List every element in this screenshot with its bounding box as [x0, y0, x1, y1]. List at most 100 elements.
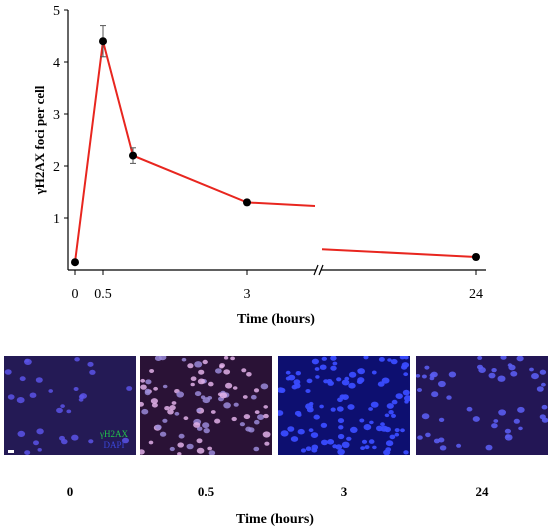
- series-line-left: [74, 40, 316, 263]
- cell-nucleus: [497, 375, 506, 382]
- cell-nucleus: [399, 356, 406, 360]
- cell-nucleus: [278, 410, 284, 416]
- cell-nucleus: [517, 406, 525, 413]
- micrograph-image-0: [4, 356, 136, 455]
- cell-nucleus: [491, 368, 497, 373]
- cell-nucleus: [164, 406, 170, 411]
- cell-nucleus: [232, 386, 238, 390]
- micrograph-image-3: [416, 356, 548, 455]
- cell-nucleus: [293, 379, 301, 385]
- cell-nucleus: [169, 446, 175, 452]
- cell-nucleus: [417, 435, 423, 440]
- cell-nucleus: [169, 405, 176, 411]
- cell-nucleus: [389, 434, 396, 440]
- cell-nucleus: [176, 391, 184, 398]
- cell-nucleus: [183, 416, 189, 421]
- cell-nucleus: [243, 414, 251, 420]
- cell-nucleus: [421, 413, 430, 420]
- cell-nucleus: [87, 361, 94, 367]
- cell-nucleus: [386, 403, 394, 409]
- cell-nucleus: [290, 436, 299, 442]
- cell-nucleus: [337, 418, 345, 424]
- y-axis-label: γH2AX foci per cell: [32, 85, 47, 195]
- cell-nucleus: [202, 397, 211, 404]
- cell-nucleus: [357, 369, 362, 373]
- cell-nucleus: [140, 384, 147, 390]
- cell-nucleus: [336, 406, 344, 412]
- cell-nucleus: [219, 392, 228, 399]
- stain-legend: γH2AX DAPI: [100, 429, 128, 451]
- cell-nucleus: [253, 388, 260, 393]
- data-point-2: [129, 151, 137, 160]
- cell-nucleus: [321, 439, 328, 446]
- cell-nucleus: [529, 367, 534, 372]
- cell-nucleus: [196, 438, 203, 444]
- cell-nucleus: [424, 365, 430, 370]
- cell-nucleus: [148, 440, 154, 445]
- cell-nucleus: [361, 439, 368, 444]
- cell-nucleus: [387, 358, 392, 362]
- series-line-right: [321, 248, 477, 258]
- axis-break-mark-right: [318, 264, 324, 276]
- cell-nucleus: [295, 371, 301, 376]
- cell-nucleus: [35, 377, 43, 383]
- cell-nucleus: [359, 418, 365, 423]
- cell-nucleus: [33, 440, 39, 446]
- cell-nucleus: [248, 427, 255, 433]
- cell-nucleus: [438, 417, 445, 422]
- cell-nucleus: [395, 393, 403, 399]
- cell-nucleus: [498, 409, 506, 416]
- cell-nucleus: [181, 357, 187, 362]
- cell-nucleus: [429, 376, 435, 381]
- cell-nucleus: [505, 434, 511, 439]
- cell-nucleus: [380, 422, 385, 427]
- cell-nucleus: [391, 413, 396, 418]
- cell-nucleus: [198, 369, 205, 375]
- cell-nucleus: [151, 402, 158, 408]
- cell-nucleus: [305, 403, 314, 410]
- cell-nucleus: [332, 361, 338, 366]
- cell-nucleus: [278, 387, 284, 393]
- cell-nucleus: [73, 387, 79, 391]
- panel-label-1: 0.5: [197, 484, 215, 499]
- cell-nucleus: [491, 423, 498, 429]
- cell-nucleus: [330, 365, 337, 371]
- cell-nucleus: [337, 433, 345, 440]
- cell-nucleus: [363, 356, 369, 360]
- cell-nucleus: [196, 447, 205, 454]
- cell-nucleus: [448, 371, 457, 378]
- cell-nucleus: [357, 377, 365, 383]
- cell-nucleus: [36, 428, 44, 435]
- y-tick-label-1: 1: [53, 212, 60, 227]
- cell-nucleus: [203, 428, 210, 434]
- cell-nucleus: [61, 439, 68, 445]
- cell-nucleus: [153, 386, 158, 391]
- cell-nucleus: [327, 380, 334, 386]
- cell-nucleus: [385, 440, 394, 447]
- cell-nucleus: [466, 406, 473, 412]
- cell-nucleus: [337, 448, 345, 455]
- cell-nucleus: [24, 450, 31, 455]
- cell-nucleus: [477, 364, 483, 370]
- cell-nucleus: [477, 356, 483, 360]
- cell-nucleus: [214, 418, 221, 424]
- cell-nucleus: [7, 394, 15, 400]
- cell-nucleus: [144, 388, 151, 394]
- cell-nucleus: [308, 428, 314, 433]
- cell-nucleus: [541, 382, 546, 387]
- cell-nucleus: [208, 381, 214, 387]
- cell-nucleus: [518, 426, 523, 431]
- cell-nucleus: [24, 358, 30, 363]
- cell-nucleus: [89, 369, 96, 375]
- cell-nucleus: [401, 364, 408, 370]
- cell-nucleus: [346, 436, 352, 441]
- cell-nucleus: [202, 422, 210, 429]
- cell-nucleus: [341, 379, 350, 386]
- cell-nucleus: [384, 413, 390, 418]
- cell-nucleus: [296, 413, 302, 417]
- cell-nucleus: [56, 407, 63, 414]
- cell-nucleus: [541, 417, 548, 423]
- cell-nucleus: [194, 361, 203, 368]
- cell-nucleus: [305, 446, 312, 451]
- cell-nucleus: [513, 418, 520, 424]
